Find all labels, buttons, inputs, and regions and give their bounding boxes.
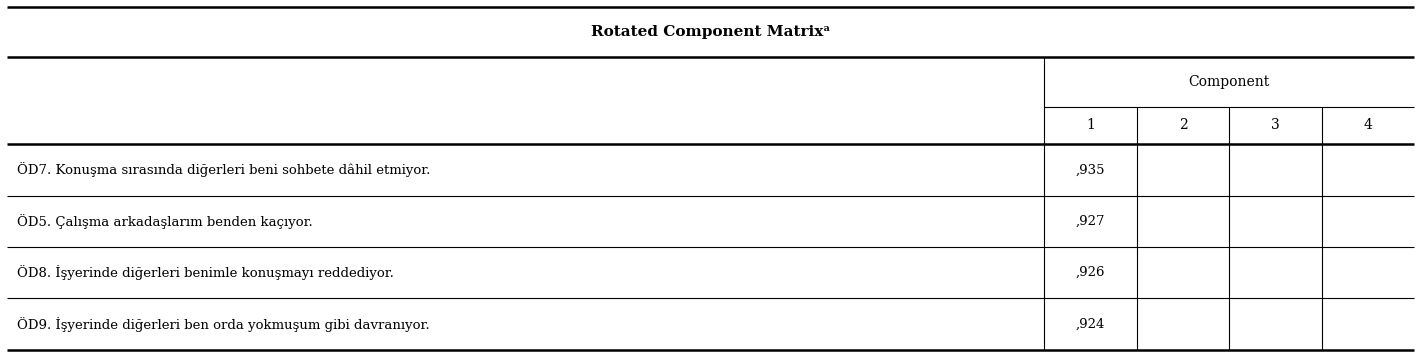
- Text: ÖD5. Çalışma arkadaşlarım benden kaçıyor.: ÖD5. Çalışma arkadaşlarım benden kaçıyor…: [17, 214, 313, 229]
- Text: 3: 3: [1270, 119, 1280, 132]
- Text: ,935: ,935: [1076, 164, 1106, 176]
- Text: 1: 1: [1086, 119, 1096, 132]
- Text: ÖD8. İşyerinde diğerleri benimle konuşmayı reddediyor.: ÖD8. İşyerinde diğerleri benimle konuşma…: [17, 265, 394, 280]
- Text: ÖD9. İşyerinde diğerleri ben orda yokmuşum gibi davranıyor.: ÖD9. İşyerinde diğerleri ben orda yokmuş…: [17, 317, 429, 332]
- Text: ,926: ,926: [1076, 266, 1106, 279]
- Text: Rotated Component Matrixᵃ: Rotated Component Matrixᵃ: [591, 25, 830, 39]
- Text: 4: 4: [1363, 119, 1373, 132]
- Text: ,924: ,924: [1076, 318, 1106, 331]
- Text: ,927: ,927: [1076, 215, 1106, 228]
- Text: Component: Component: [1188, 75, 1270, 89]
- Text: 2: 2: [1178, 119, 1188, 132]
- Text: ÖD7. Konuşma sırasında diğerleri beni sohbete dâhil etmiyor.: ÖD7. Konuşma sırasında diğerleri beni so…: [17, 162, 431, 177]
